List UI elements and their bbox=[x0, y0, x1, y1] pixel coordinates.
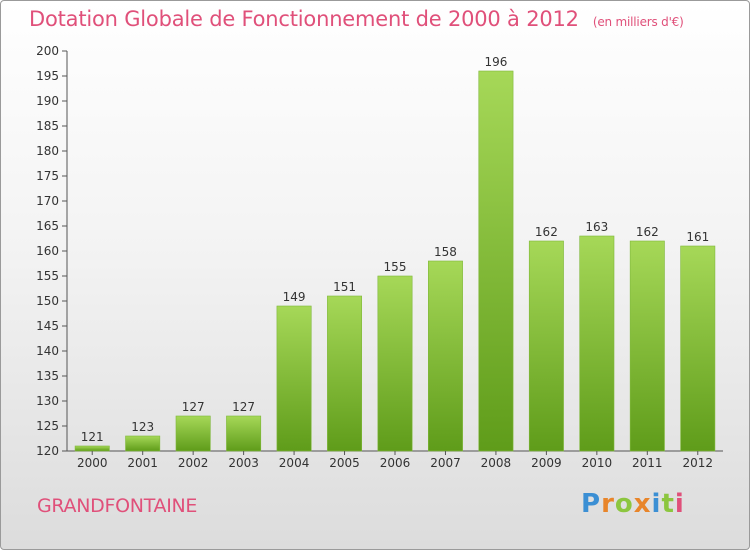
y-tick-label: 135 bbox=[36, 369, 59, 383]
x-tick-label: 2003 bbox=[228, 456, 259, 470]
logo-letter: t bbox=[661, 489, 675, 519]
logo-letter: i bbox=[651, 489, 662, 519]
bar bbox=[276, 305, 312, 452]
y-tick-label: 190 bbox=[36, 94, 59, 108]
bar bbox=[478, 70, 514, 452]
bar-value-label: 163 bbox=[585, 220, 608, 234]
bar-value-label: 162 bbox=[535, 225, 558, 239]
bar-value-label: 158 bbox=[434, 245, 457, 259]
y-tick-label: 155 bbox=[36, 269, 59, 283]
bar bbox=[629, 240, 665, 452]
bar-value-label: 162 bbox=[636, 225, 659, 239]
y-tick-label: 180 bbox=[36, 144, 59, 158]
bar bbox=[327, 295, 362, 452]
y-tick-label: 185 bbox=[36, 119, 59, 133]
x-tick-label: 2010 bbox=[582, 456, 613, 470]
x-tick-label: 2008 bbox=[481, 456, 512, 470]
proxiti-logo: Proxiti bbox=[581, 489, 685, 519]
x-tick-label: 2006 bbox=[380, 456, 411, 470]
bar-value-label: 151 bbox=[333, 280, 356, 294]
chart-title: Dotation Globale de Fonctionnement de 20… bbox=[29, 7, 684, 31]
bar-value-label: 127 bbox=[182, 400, 205, 414]
x-tick-label: 2012 bbox=[682, 456, 713, 470]
y-tick-label: 170 bbox=[36, 194, 59, 208]
title-unit: (en milliers d'€) bbox=[592, 15, 684, 29]
city-name: GRANDFONTAINE bbox=[37, 495, 198, 517]
x-tick-label: 2000 bbox=[77, 456, 108, 470]
title-text: Dotation Globale de Fonctionnement de 20… bbox=[29, 7, 579, 31]
logo-letter: x bbox=[633, 489, 652, 519]
logo-letter: P bbox=[581, 489, 602, 519]
y-tick-label: 195 bbox=[36, 69, 59, 83]
bar bbox=[74, 445, 110, 452]
logo-letter: i bbox=[674, 489, 685, 519]
bar bbox=[125, 435, 161, 452]
bar-value-label: 123 bbox=[131, 420, 154, 434]
x-tick-label: 2002 bbox=[178, 456, 209, 470]
x-tick-label: 2011 bbox=[632, 456, 663, 470]
bar-value-label: 196 bbox=[484, 55, 507, 69]
x-tick-label: 2001 bbox=[127, 456, 158, 470]
y-tick-label: 125 bbox=[36, 419, 59, 433]
y-tick-label: 140 bbox=[36, 344, 59, 358]
bar bbox=[528, 240, 564, 452]
bar bbox=[175, 415, 211, 452]
y-tick-label: 150 bbox=[36, 294, 59, 308]
bar bbox=[428, 260, 463, 452]
y-tick-label: 145 bbox=[36, 319, 59, 333]
y-tick-label: 165 bbox=[36, 219, 59, 233]
y-tick-label: 120 bbox=[36, 444, 59, 458]
logo-letter: o bbox=[614, 489, 634, 519]
y-tick-label: 175 bbox=[36, 169, 59, 183]
bar-value-label: 155 bbox=[384, 260, 407, 274]
bar-value-label: 161 bbox=[686, 230, 709, 244]
y-tick-label: 200 bbox=[36, 44, 59, 58]
y-tick-label: 160 bbox=[36, 244, 59, 258]
x-tick-label: 2005 bbox=[329, 456, 360, 470]
y-tick-label: 130 bbox=[36, 394, 59, 408]
x-tick-label: 2007 bbox=[430, 456, 461, 470]
bar-value-label: 127 bbox=[232, 400, 255, 414]
logo-letter: r bbox=[601, 489, 615, 519]
bar bbox=[377, 275, 413, 452]
x-tick-label: 2004 bbox=[279, 456, 310, 470]
x-tick-label: 2009 bbox=[531, 456, 562, 470]
bar bbox=[579, 235, 615, 452]
bar bbox=[226, 415, 262, 452]
bar-value-label: 121 bbox=[81, 430, 104, 444]
bar bbox=[680, 245, 716, 452]
bar-value-label: 149 bbox=[283, 290, 306, 304]
